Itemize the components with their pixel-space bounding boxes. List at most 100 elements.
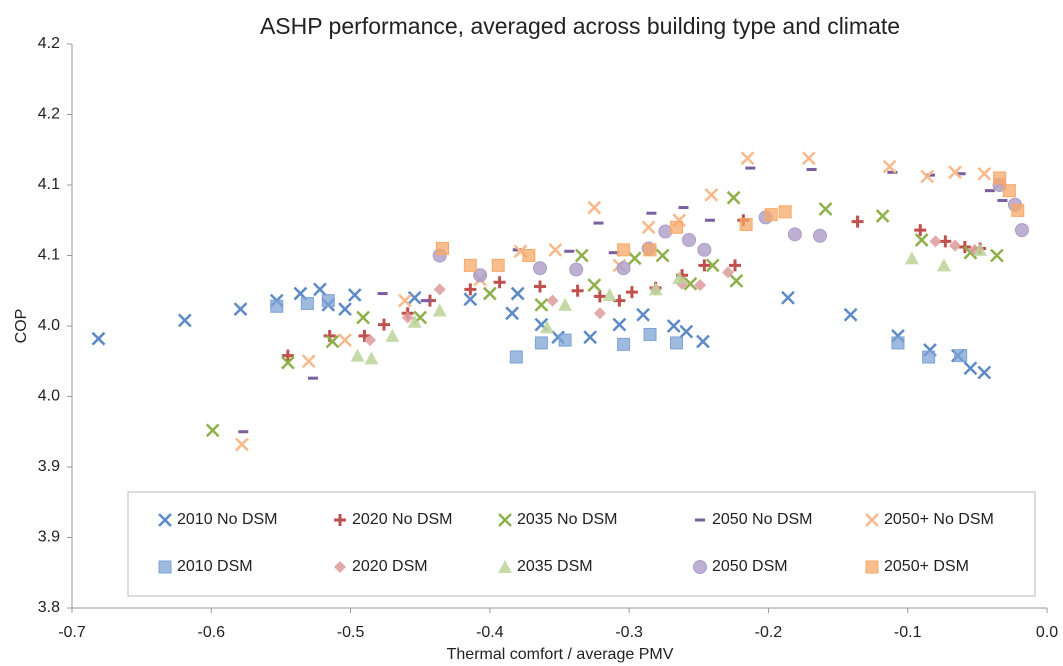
marker-shape [705,258,720,273]
marker-shape [670,220,683,234]
marker-shape [420,299,431,303]
x-tick-label: -0.7 [58,624,86,641]
point [787,227,802,242]
point [420,299,431,303]
point [954,349,968,363]
marker-shape [617,337,631,351]
marker-shape [993,171,1007,185]
point [704,187,719,202]
marker-shape [616,261,631,276]
marker-shape [704,218,715,222]
marker-shape [636,307,650,322]
point [325,334,340,349]
y-tick-label: 4.2 [38,35,60,52]
marker-shape [740,151,755,166]
x-tick-label: -0.3 [615,624,643,641]
point [843,307,858,322]
marker-shape [698,259,711,272]
marker-shape [233,302,248,316]
marker-shape [694,279,707,292]
legend-label: 2050 DSM [712,558,788,575]
marker-shape [548,242,563,257]
marker-shape [463,292,478,307]
marker-shape [781,290,795,305]
point [364,334,377,347]
point [625,286,638,299]
marker-shape [764,208,778,222]
marker-shape [338,302,352,316]
point [882,159,897,174]
point [602,287,617,301]
marker-shape [377,292,388,296]
marker-shape [522,249,536,262]
marker-shape [313,282,327,297]
point [646,211,657,215]
marker-shape [558,333,572,347]
point [608,251,619,255]
marker-shape [491,258,505,272]
point [989,248,1004,263]
marker-shape [745,166,756,170]
x-tick-label: -0.4 [476,624,504,641]
marker-shape [338,333,352,347]
marker-shape [281,355,295,370]
point [509,350,523,364]
point [350,348,365,362]
marker-shape [989,248,1004,263]
legend-marker [498,560,512,573]
legend-label: 2050+ DSM [884,558,969,575]
point [491,258,505,272]
point [533,261,547,276]
point [569,262,584,277]
y-tick-label: 4.2 [38,106,60,123]
marker-shape [914,233,929,247]
marker-shape [670,336,683,350]
marker-shape [325,334,340,349]
marker-shape [887,170,898,174]
point [891,336,905,350]
marker-shape [973,242,988,256]
point [851,215,864,228]
point [307,376,318,380]
point [729,259,741,272]
point [558,297,573,311]
legend-entry: 2050+ DSM [865,558,969,575]
marker-shape [658,224,673,239]
point [682,232,697,247]
marker-shape [593,221,604,225]
marker-shape [612,317,627,332]
point [936,258,951,272]
marker-shape [949,239,962,252]
legend-label: 2020 DSM [352,558,428,575]
marker-shape [407,314,422,328]
legend-label: 2035 No DSM [517,511,618,528]
marker-shape [270,299,284,313]
marker-shape [493,276,506,289]
legend-entry: 2010 No DSM [158,511,278,528]
point [704,218,715,222]
marker-shape [1011,203,1025,217]
point [593,307,606,320]
marker-shape [643,327,657,341]
point [705,258,720,273]
point [91,331,106,346]
point [587,278,602,292]
point [281,355,295,370]
point [973,242,988,256]
marker-shape [693,560,707,574]
marker-shape [891,336,905,350]
marker-shape [929,235,942,248]
point [678,206,689,210]
x-tick-label: -0.5 [337,624,365,641]
legend-label: 2020 No DSM [352,511,453,528]
legend-label: 2050 No DSM [712,511,813,528]
point [534,297,549,312]
point [281,349,294,362]
point [464,283,477,296]
marker-shape [307,376,318,380]
point [670,336,683,350]
marker-shape [347,288,362,302]
marker-shape [729,273,744,288]
marker-shape [997,199,1008,203]
marker-shape [602,287,617,301]
